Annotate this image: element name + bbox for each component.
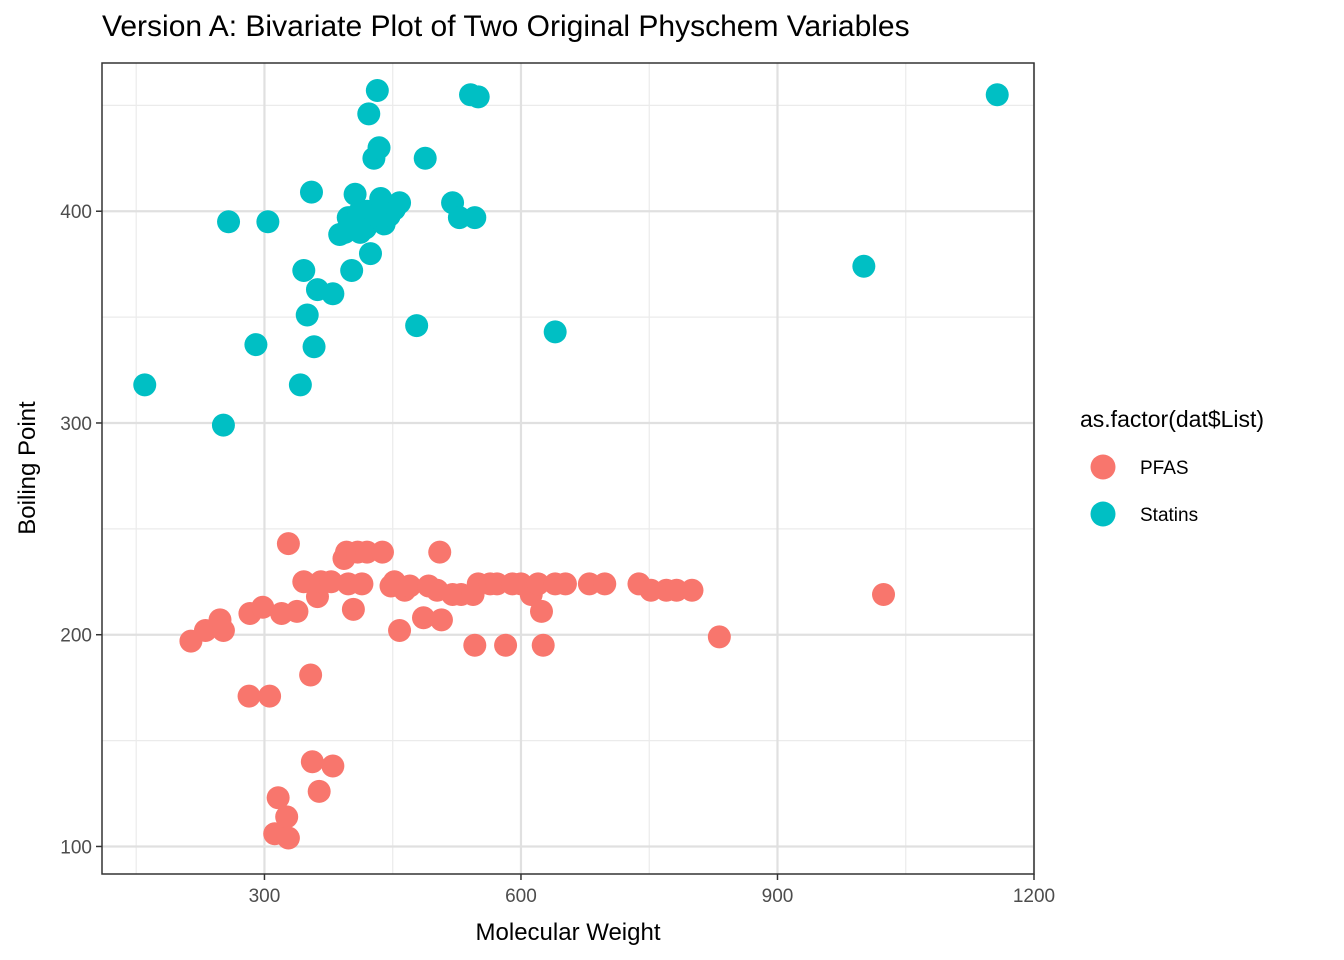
statins-point bbox=[413, 146, 437, 170]
statins-point bbox=[217, 210, 241, 234]
statins-point bbox=[133, 373, 157, 397]
pfas-point bbox=[398, 574, 422, 598]
statins-point bbox=[365, 79, 389, 103]
pfas-point bbox=[299, 663, 323, 687]
pfas-point bbox=[526, 572, 550, 596]
pfas-point bbox=[429, 608, 453, 632]
pfas-point bbox=[872, 582, 896, 606]
legend-swatch-pfas bbox=[1090, 454, 1116, 480]
pfas-point bbox=[300, 750, 324, 774]
statins-point bbox=[388, 191, 412, 215]
statins-point bbox=[288, 373, 312, 397]
x-tick-label: 300 bbox=[249, 886, 281, 907]
pfas-point bbox=[341, 597, 365, 621]
statins-point bbox=[321, 282, 345, 306]
statins-point bbox=[340, 259, 364, 283]
y-tick-label: 200 bbox=[60, 626, 92, 647]
pfas-point bbox=[553, 572, 577, 596]
pfas-point bbox=[680, 578, 704, 602]
pfas-point bbox=[319, 570, 343, 594]
pfas-point bbox=[285, 599, 309, 623]
pfas-point bbox=[276, 532, 300, 556]
statins-point bbox=[347, 201, 371, 225]
x-tick-label: 900 bbox=[762, 886, 794, 907]
y-tick-label: 400 bbox=[60, 202, 92, 223]
pfas-point bbox=[307, 779, 331, 803]
pfas-point bbox=[321, 754, 345, 778]
statins-point bbox=[292, 259, 316, 283]
statins-point bbox=[302, 335, 326, 359]
legend-label-pfas: PFAS bbox=[1140, 458, 1189, 479]
statins-point bbox=[211, 413, 235, 437]
pfas-point bbox=[428, 540, 452, 564]
pfas-point bbox=[531, 633, 555, 657]
pfas-point bbox=[258, 684, 282, 708]
pfas-point bbox=[463, 633, 487, 657]
chart-title: Version A: Bivariate Plot of Two Origina… bbox=[102, 10, 910, 43]
statins-point bbox=[405, 314, 429, 338]
legend-label-statins: Statins bbox=[1140, 505, 1198, 526]
y-tick-label: 300 bbox=[60, 414, 92, 435]
x-tick-label: 600 bbox=[505, 886, 537, 907]
statins-point bbox=[367, 136, 391, 160]
grid-layer bbox=[102, 63, 1036, 874]
pfas-point bbox=[494, 633, 518, 657]
statins-point bbox=[466, 85, 490, 109]
statins-point bbox=[543, 320, 567, 344]
statins-point bbox=[358, 242, 382, 266]
statins-point bbox=[364, 203, 388, 227]
y-axis-title: Boiling Point bbox=[14, 401, 41, 535]
x-axis-title: Molecular Weight bbox=[476, 919, 661, 946]
statins-point bbox=[357, 102, 381, 126]
legend-title: as.factor(dat$List) bbox=[1080, 406, 1264, 432]
statins-point bbox=[852, 254, 876, 278]
pfas-point bbox=[266, 786, 290, 810]
pfas-point bbox=[237, 684, 261, 708]
statins-point bbox=[299, 180, 323, 204]
statins-point bbox=[244, 333, 268, 357]
pfas-point bbox=[276, 826, 300, 850]
pfas-point bbox=[211, 618, 235, 642]
statins-point bbox=[295, 303, 319, 327]
pfas-point bbox=[370, 540, 394, 564]
legend-swatch-statins bbox=[1090, 501, 1116, 527]
statins-point bbox=[343, 182, 367, 206]
y-tick-label: 100 bbox=[60, 837, 92, 858]
x-tick-label: 1200 bbox=[1013, 886, 1055, 907]
pfas-point bbox=[707, 625, 731, 649]
pfas-point bbox=[275, 805, 299, 829]
statins-point bbox=[256, 210, 280, 234]
pfas-point bbox=[593, 572, 617, 596]
points-layer bbox=[133, 79, 1009, 850]
axis-layer: 300 600 900 1200 100 200 300 400 bbox=[60, 202, 1055, 907]
pfas-point bbox=[292, 570, 316, 594]
panel-border bbox=[101, 62, 1035, 875]
pfas-point bbox=[529, 599, 553, 623]
pfas-point bbox=[350, 572, 374, 596]
pfas-point bbox=[251, 595, 275, 619]
statins-point bbox=[985, 83, 1009, 107]
pfas-point bbox=[411, 606, 435, 630]
legend: as.factor(dat$List) PFAS Statins bbox=[1080, 406, 1264, 527]
pfas-point bbox=[388, 618, 412, 642]
statins-point bbox=[463, 206, 487, 230]
